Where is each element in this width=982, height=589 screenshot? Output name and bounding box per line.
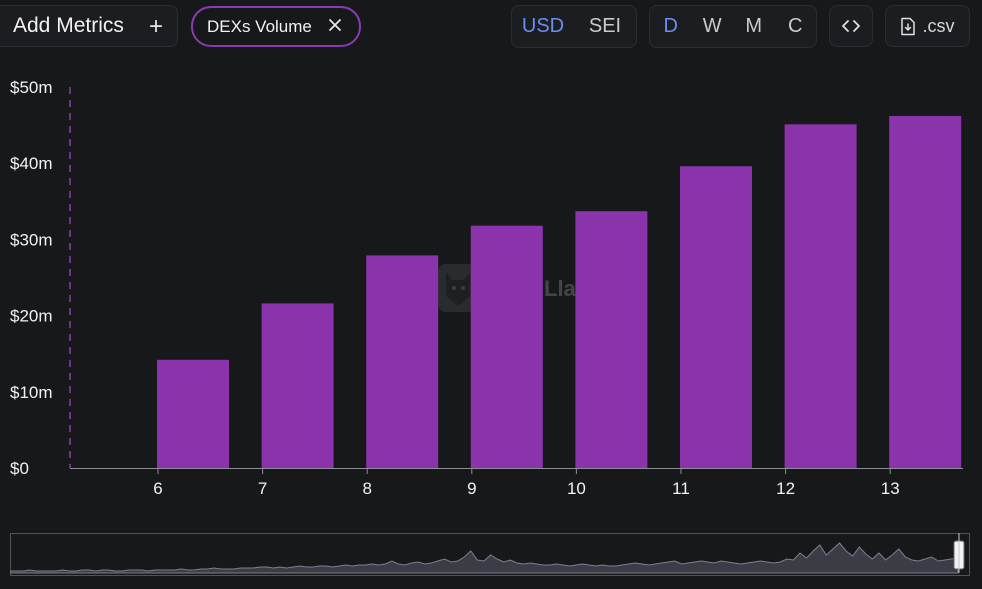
period-toggle: D W M C (649, 5, 817, 48)
download-file-icon (901, 17, 916, 35)
period-option-weekly[interactable]: W (702, 15, 722, 37)
y-tick-label: $20m (10, 307, 53, 326)
bar-12 (784, 124, 857, 468)
y-tick-label: $30m (10, 230, 53, 249)
x-tick-label: 8 (362, 479, 371, 498)
bar-11 (680, 166, 752, 469)
y-tick-label: $0 (10, 459, 29, 478)
chart-plot: $0 $10m $20m $30m $40m $50m 6 7 8 9 10 11 12 13 (10, 78, 963, 498)
defillama-watermark: Lla (438, 264, 577, 312)
period-option-daily[interactable]: D (663, 15, 678, 37)
metric-chip-dexs-volume[interactable]: DEXs Volume (191, 6, 361, 47)
x-tick-label: 7 (258, 479, 267, 498)
csv-label: .csv (922, 15, 955, 36)
metric-chip-label: DEXs Volume (207, 16, 312, 36)
x-tick-label: 6 (153, 479, 162, 498)
code-icon (842, 20, 860, 32)
add-metrics-label: Add Metrics (13, 14, 124, 37)
y-tick-label: $50m (10, 78, 53, 97)
watermark-text: Lla (544, 276, 577, 301)
currency-option-usd[interactable]: USD (521, 15, 565, 37)
period-option-monthly[interactable]: M (745, 15, 763, 37)
period-option-cumulative[interactable]: C (788, 15, 803, 37)
bar-10 (575, 211, 648, 468)
embed-button[interactable] (829, 5, 873, 47)
bar-chart: Lla $0 $10m $20m $30m $40m $50m 6 7 8 9 10 11 12 13 (0, 52, 982, 522)
navigator-frame (10, 533, 970, 576)
y-tick-label: $10m (10, 383, 53, 402)
chart-toolbar: Add Metrics + DEXs Volume USD SEI D W M … (0, 0, 982, 52)
plus-icon: + (148, 13, 163, 40)
download-csv-button[interactable]: .csv (885, 5, 970, 47)
x-tick-label: 12 (776, 479, 795, 498)
x-tick-label: 9 (467, 479, 476, 498)
currency-option-sei[interactable]: SEI (588, 15, 622, 37)
add-metrics-button[interactable]: Add Metrics + (0, 5, 178, 47)
x-tick-label: 13 (881, 479, 900, 498)
currency-toggle: USD SEI (511, 5, 637, 48)
x-tick-label: 11 (672, 479, 690, 498)
bar-13 (889, 115, 962, 469)
close-icon[interactable] (325, 15, 345, 35)
time-range-navigator[interactable] (10, 533, 970, 576)
bar-8 (366, 255, 439, 468)
bar-6 (157, 359, 229, 468)
y-tick-label: $40m (10, 154, 53, 173)
bar-9 (470, 225, 543, 468)
bar-7 (261, 303, 334, 468)
x-tick-label: 10 (567, 479, 586, 498)
navigator-area (10, 542, 959, 574)
